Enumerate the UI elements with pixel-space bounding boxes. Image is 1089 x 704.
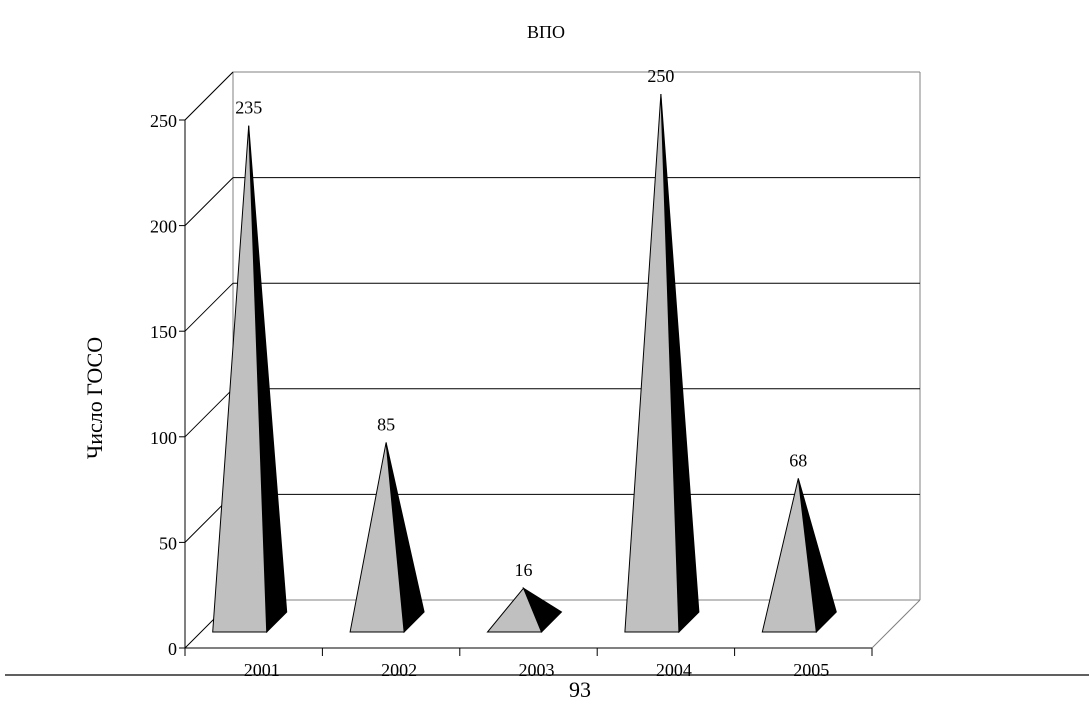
page-number: 93 [569, 677, 591, 702]
data-label: 85 [377, 414, 395, 434]
bar [486, 587, 543, 633]
x-tick-label: 2001 [244, 660, 280, 680]
bars: 235 85 16 250 68 [212, 66, 837, 634]
side-wall-gridline [184, 282, 234, 332]
data-label: 16 [515, 560, 533, 580]
side-wall-gridline [184, 71, 234, 121]
y-tick-label: 150 [150, 322, 177, 342]
y-tick-label: 200 [150, 217, 177, 237]
y-tick-label: 100 [150, 428, 177, 448]
bar [349, 442, 405, 633]
y-tick-label: 50 [159, 533, 177, 553]
bar [624, 93, 680, 633]
bar [761, 478, 817, 633]
side-wall-gridline [184, 388, 234, 438]
side-wall-gridline [184, 177, 234, 226]
data-label: 250 [647, 66, 674, 86]
floor-right-edge [871, 599, 921, 649]
x-tick-label: 2004 [656, 660, 692, 680]
chart-title: ВПО [527, 22, 565, 42]
data-label: 68 [789, 450, 807, 470]
y-tick-label: 0 [168, 639, 177, 659]
bar [212, 125, 268, 633]
x-tick-label: 2005 [793, 660, 829, 680]
y-tick-label: 250 [150, 111, 177, 131]
chart-walls [184, 71, 921, 649]
x-tick-label: 2002 [381, 660, 417, 680]
x-tick-label: 2003 [519, 660, 555, 680]
gridlines [184, 71, 920, 649]
data-label: 235 [235, 98, 262, 118]
y-axis-label: Число ГОСО [82, 337, 107, 459]
